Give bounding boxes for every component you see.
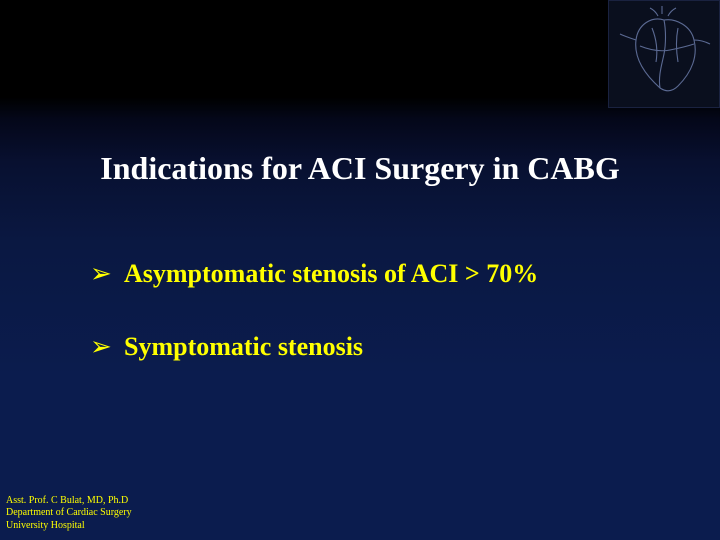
- list-item: ➢ Asymptomatic stenosis of ACI > 70%: [90, 258, 660, 289]
- footer-line: Department of Cardiac Surgery: [6, 507, 132, 520]
- bullet-text: Asymptomatic stenosis of ACI > 70%: [124, 258, 538, 289]
- bullet-text: Symptomatic stenosis: [124, 331, 363, 362]
- heart-icon: [614, 6, 714, 102]
- footer-line: Asst. Prof. C Bulat, MD, Ph.D: [6, 495, 132, 508]
- slide: Indications for ACI Surgery in CABG ➢ As…: [0, 0, 720, 540]
- footer-credits: Asst. Prof. C Bulat, MD, Ph.D Department…: [6, 495, 132, 533]
- bullet-marker-icon: ➢: [90, 260, 124, 286]
- list-item: ➢ Symptomatic stenosis: [90, 331, 660, 362]
- slide-title: Indications for ACI Surgery in CABG: [0, 150, 720, 187]
- heart-logo: [608, 0, 720, 108]
- footer-line: University Hospital: [6, 520, 132, 533]
- bullet-marker-icon: ➢: [90, 333, 124, 359]
- bullet-list: ➢ Asymptomatic stenosis of ACI > 70% ➢ S…: [90, 258, 660, 404]
